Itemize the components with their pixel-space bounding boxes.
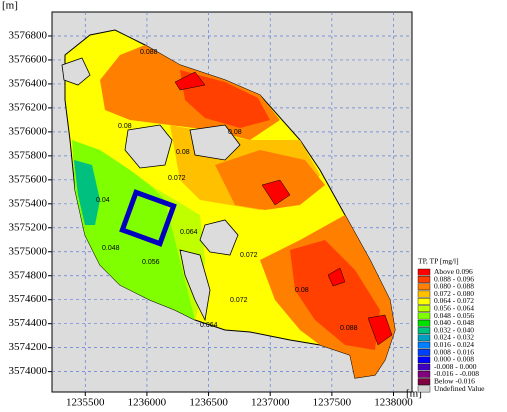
contour-label: 0.072 — [168, 175, 186, 182]
y-tick-label: 3576000 — [9, 125, 48, 137]
contour-label: 0.064 — [200, 322, 218, 329]
region-red-2 — [261, 179, 291, 206]
y-tick-label: 3574600 — [9, 293, 48, 305]
region-red-4 — [367, 314, 393, 346]
legend-swatch — [417, 378, 431, 386]
legend-label: Above 0.096 — [434, 267, 473, 276]
legend-swatch — [417, 305, 431, 313]
island — [61, 57, 91, 86]
legend-swatch — [417, 268, 431, 276]
legend-label: 0.064 - 0.072 — [434, 296, 474, 305]
contour-label: 0.048 — [102, 245, 120, 252]
legend-label: Undefined Value — [434, 384, 485, 393]
legend-label: 0.072 - 0.080 — [434, 289, 474, 298]
island — [179, 249, 211, 322]
legend-swatch — [417, 319, 431, 327]
legend-label: 0.040 - 0.048 — [434, 318, 474, 327]
contour-label: 0.064 — [180, 229, 198, 236]
island — [199, 219, 239, 256]
legend-swatch — [417, 371, 431, 378]
legend-title: TP, TP [mg/l] — [418, 257, 459, 266]
contour-label: 0.08 — [295, 287, 309, 294]
x-tick-label: 1237500 — [313, 397, 352, 409]
contour-label: 0.056 — [142, 259, 160, 266]
legend-label: -0.016 - -0.008 — [434, 369, 479, 378]
contour-label: 0.08 — [118, 123, 132, 130]
region-orangered-east — [290, 240, 380, 350]
region-red-3 — [327, 267, 346, 287]
contour-label: 0.08 — [176, 149, 190, 156]
y-tick-label: 3575400 — [9, 197, 48, 209]
legend-swatch — [417, 298, 431, 305]
legend-swatch — [417, 349, 431, 356]
region-teal — [74, 160, 100, 225]
y-tick-label: 3576800 — [9, 30, 48, 42]
y-tick-label: 3576200 — [9, 101, 48, 113]
y-tick-label: 3576600 — [9, 53, 48, 65]
x-tick-label: 1235500 — [66, 397, 105, 409]
legend-swatch — [417, 283, 431, 291]
legend-label: 0.024 - 0.032 — [434, 333, 474, 342]
contour-label: 0.04 — [96, 197, 110, 204]
structure — [119, 189, 177, 247]
legend-label: 0.008 - 0.016 — [434, 347, 474, 356]
contour-label: 0.072 — [230, 297, 248, 304]
legend-swatch — [417, 312, 431, 320]
y-tick-label: 3574000 — [9, 365, 48, 377]
region-green — [72, 140, 195, 320]
legend-swatch — [417, 290, 431, 298]
contour-label: 0.08 — [228, 129, 242, 136]
y-tick-label: 3576400 — [9, 77, 48, 89]
legend-label: 0.016 - 0.024 — [434, 340, 474, 349]
y-axis-unit: [m] — [2, 0, 18, 12]
island — [124, 124, 173, 169]
x-tick-label: 1236500 — [189, 397, 228, 409]
contour-label: 0.088 — [340, 325, 358, 332]
contour-label: 0.072 — [240, 252, 258, 259]
legend-swatch — [417, 276, 431, 283]
legend-label: 0.080 - 0.088 — [434, 282, 474, 291]
lake — [61, 29, 396, 379]
x-tick-label: 1237000 — [251, 397, 290, 409]
y-tick-label: 3575200 — [9, 221, 48, 233]
legend-swatch — [417, 356, 431, 364]
legend-label: Below -0.016 — [434, 377, 475, 386]
legend-label: 0.032 - 0.040 — [434, 325, 474, 334]
contour-label: 0.088 — [140, 49, 158, 56]
legend-label: 0.088 - 0.096 — [434, 274, 474, 283]
x-tick-label: 1238000 — [374, 397, 413, 409]
legend-label: 0.056 - 0.064 — [434, 304, 474, 313]
legend-label: -0.008 - 0.000 — [434, 362, 477, 371]
contour-labels: 0.088 0.08 0.08 0.072 0.064 0.056 0.048 … — [96, 49, 358, 332]
legend-swatch — [417, 341, 431, 349]
legend-swatch — [417, 334, 431, 342]
y-tick-label: 3574200 — [9, 341, 48, 353]
y-tick-label: 3575000 — [9, 245, 48, 257]
legend-swatch — [417, 327, 431, 334]
y-tick-label: 3575600 — [9, 173, 48, 185]
legend-swatch — [417, 363, 431, 371]
y-tick-label: 3574400 — [9, 317, 48, 329]
legend-label: 0.048 - 0.056 — [434, 311, 474, 320]
legend-swatch — [417, 385, 431, 393]
x-tick-label: 1236000 — [128, 397, 167, 409]
y-tick-label: 3574800 — [9, 269, 48, 281]
y-tick-label: 3575800 — [9, 149, 48, 161]
island — [189, 124, 241, 161]
region-orange-mid — [215, 150, 325, 210]
legend-label: 0.000 - 0.008 — [434, 355, 474, 364]
region-red-1 — [174, 71, 206, 91]
